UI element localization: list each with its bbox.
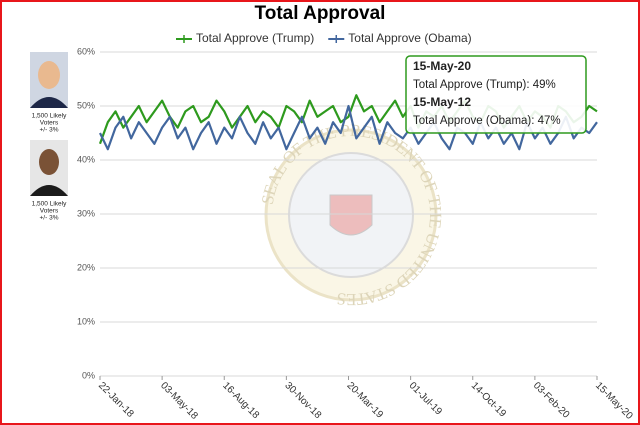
- y-tick-label: 50%: [77, 100, 95, 110]
- tooltip-line: Total Approve (Obama): 47%: [413, 115, 561, 127]
- panel-caption: +/- 3%: [40, 215, 59, 222]
- tooltip-line: 15-May-12: [413, 95, 471, 109]
- tooltip-line: 15-May-20: [413, 59, 471, 73]
- photo-obama: [30, 140, 68, 196]
- legend-label[interactable]: Total Approve (Trump): [196, 31, 314, 45]
- tooltip-box: [405, 55, 587, 134]
- suit: [30, 97, 68, 108]
- series-line: [99, 104, 598, 151]
- photo-trump: [30, 52, 68, 108]
- y-tick-label: 40%: [77, 154, 95, 164]
- chart-title: Total Approval: [255, 3, 386, 24]
- panel-caption: 1,500 Likely: [32, 113, 67, 120]
- y-tick-label: 60%: [77, 46, 95, 56]
- face: [39, 149, 59, 175]
- panel-caption: +/- 3%: [40, 127, 59, 134]
- y-tick-label: 20%: [77, 262, 95, 272]
- y-tick-label: 30%: [77, 208, 95, 218]
- panel-caption: 1,500 Likely: [32, 201, 67, 208]
- y-tick-label: 10%: [77, 316, 95, 326]
- legend-label[interactable]: Total Approve (Obama): [348, 31, 471, 45]
- panel-caption: Voters: [40, 120, 59, 127]
- legend-marker: [180, 35, 188, 43]
- face: [38, 61, 60, 89]
- y-tick-label: 0%: [82, 370, 95, 380]
- tooltip-line: Total Approve (Trump): 49%: [413, 79, 556, 91]
- panel-caption: Voters: [40, 208, 59, 215]
- legend-marker: [332, 35, 341, 43]
- suit: [30, 185, 68, 196]
